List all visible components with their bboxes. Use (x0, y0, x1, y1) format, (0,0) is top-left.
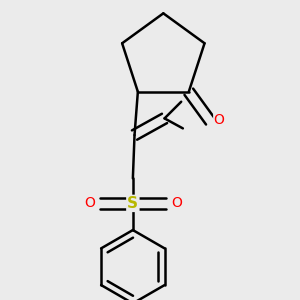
Text: O: O (171, 196, 182, 210)
Text: O: O (213, 113, 224, 127)
Text: S: S (128, 196, 138, 211)
Text: O: O (84, 196, 95, 210)
